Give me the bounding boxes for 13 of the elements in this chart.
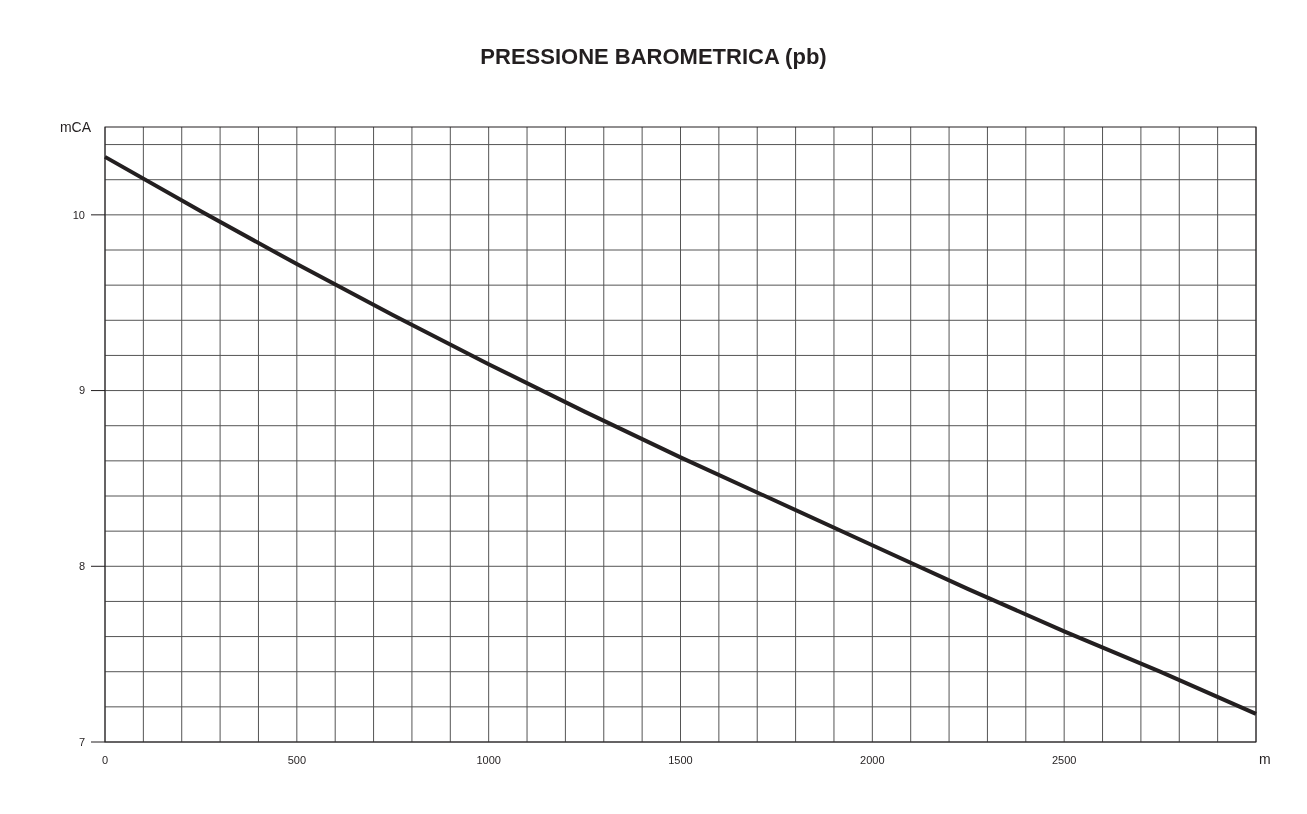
x-tick-label: 2500 bbox=[1051, 754, 1077, 766]
chart-title: PRESSIONE BAROMETRICA (pb) bbox=[480, 44, 827, 69]
x-tick-label: 2000 bbox=[860, 754, 885, 766]
y-tick-label: 7 bbox=[78, 735, 85, 748]
y-axis-title: mCA bbox=[59, 119, 92, 135]
y-tick-label: 8 bbox=[78, 560, 85, 573]
y-tick-label: 9 bbox=[78, 384, 85, 397]
x-tick-label: 1500 bbox=[668, 754, 693, 766]
x-tick-label: 1000 bbox=[476, 754, 501, 766]
x-tick-label: 0 bbox=[101, 754, 109, 766]
x-axis-title: m bbox=[1259, 751, 1271, 767]
x-tick-label: 500 bbox=[287, 754, 307, 766]
y-tick-label: 10 bbox=[72, 208, 85, 221]
